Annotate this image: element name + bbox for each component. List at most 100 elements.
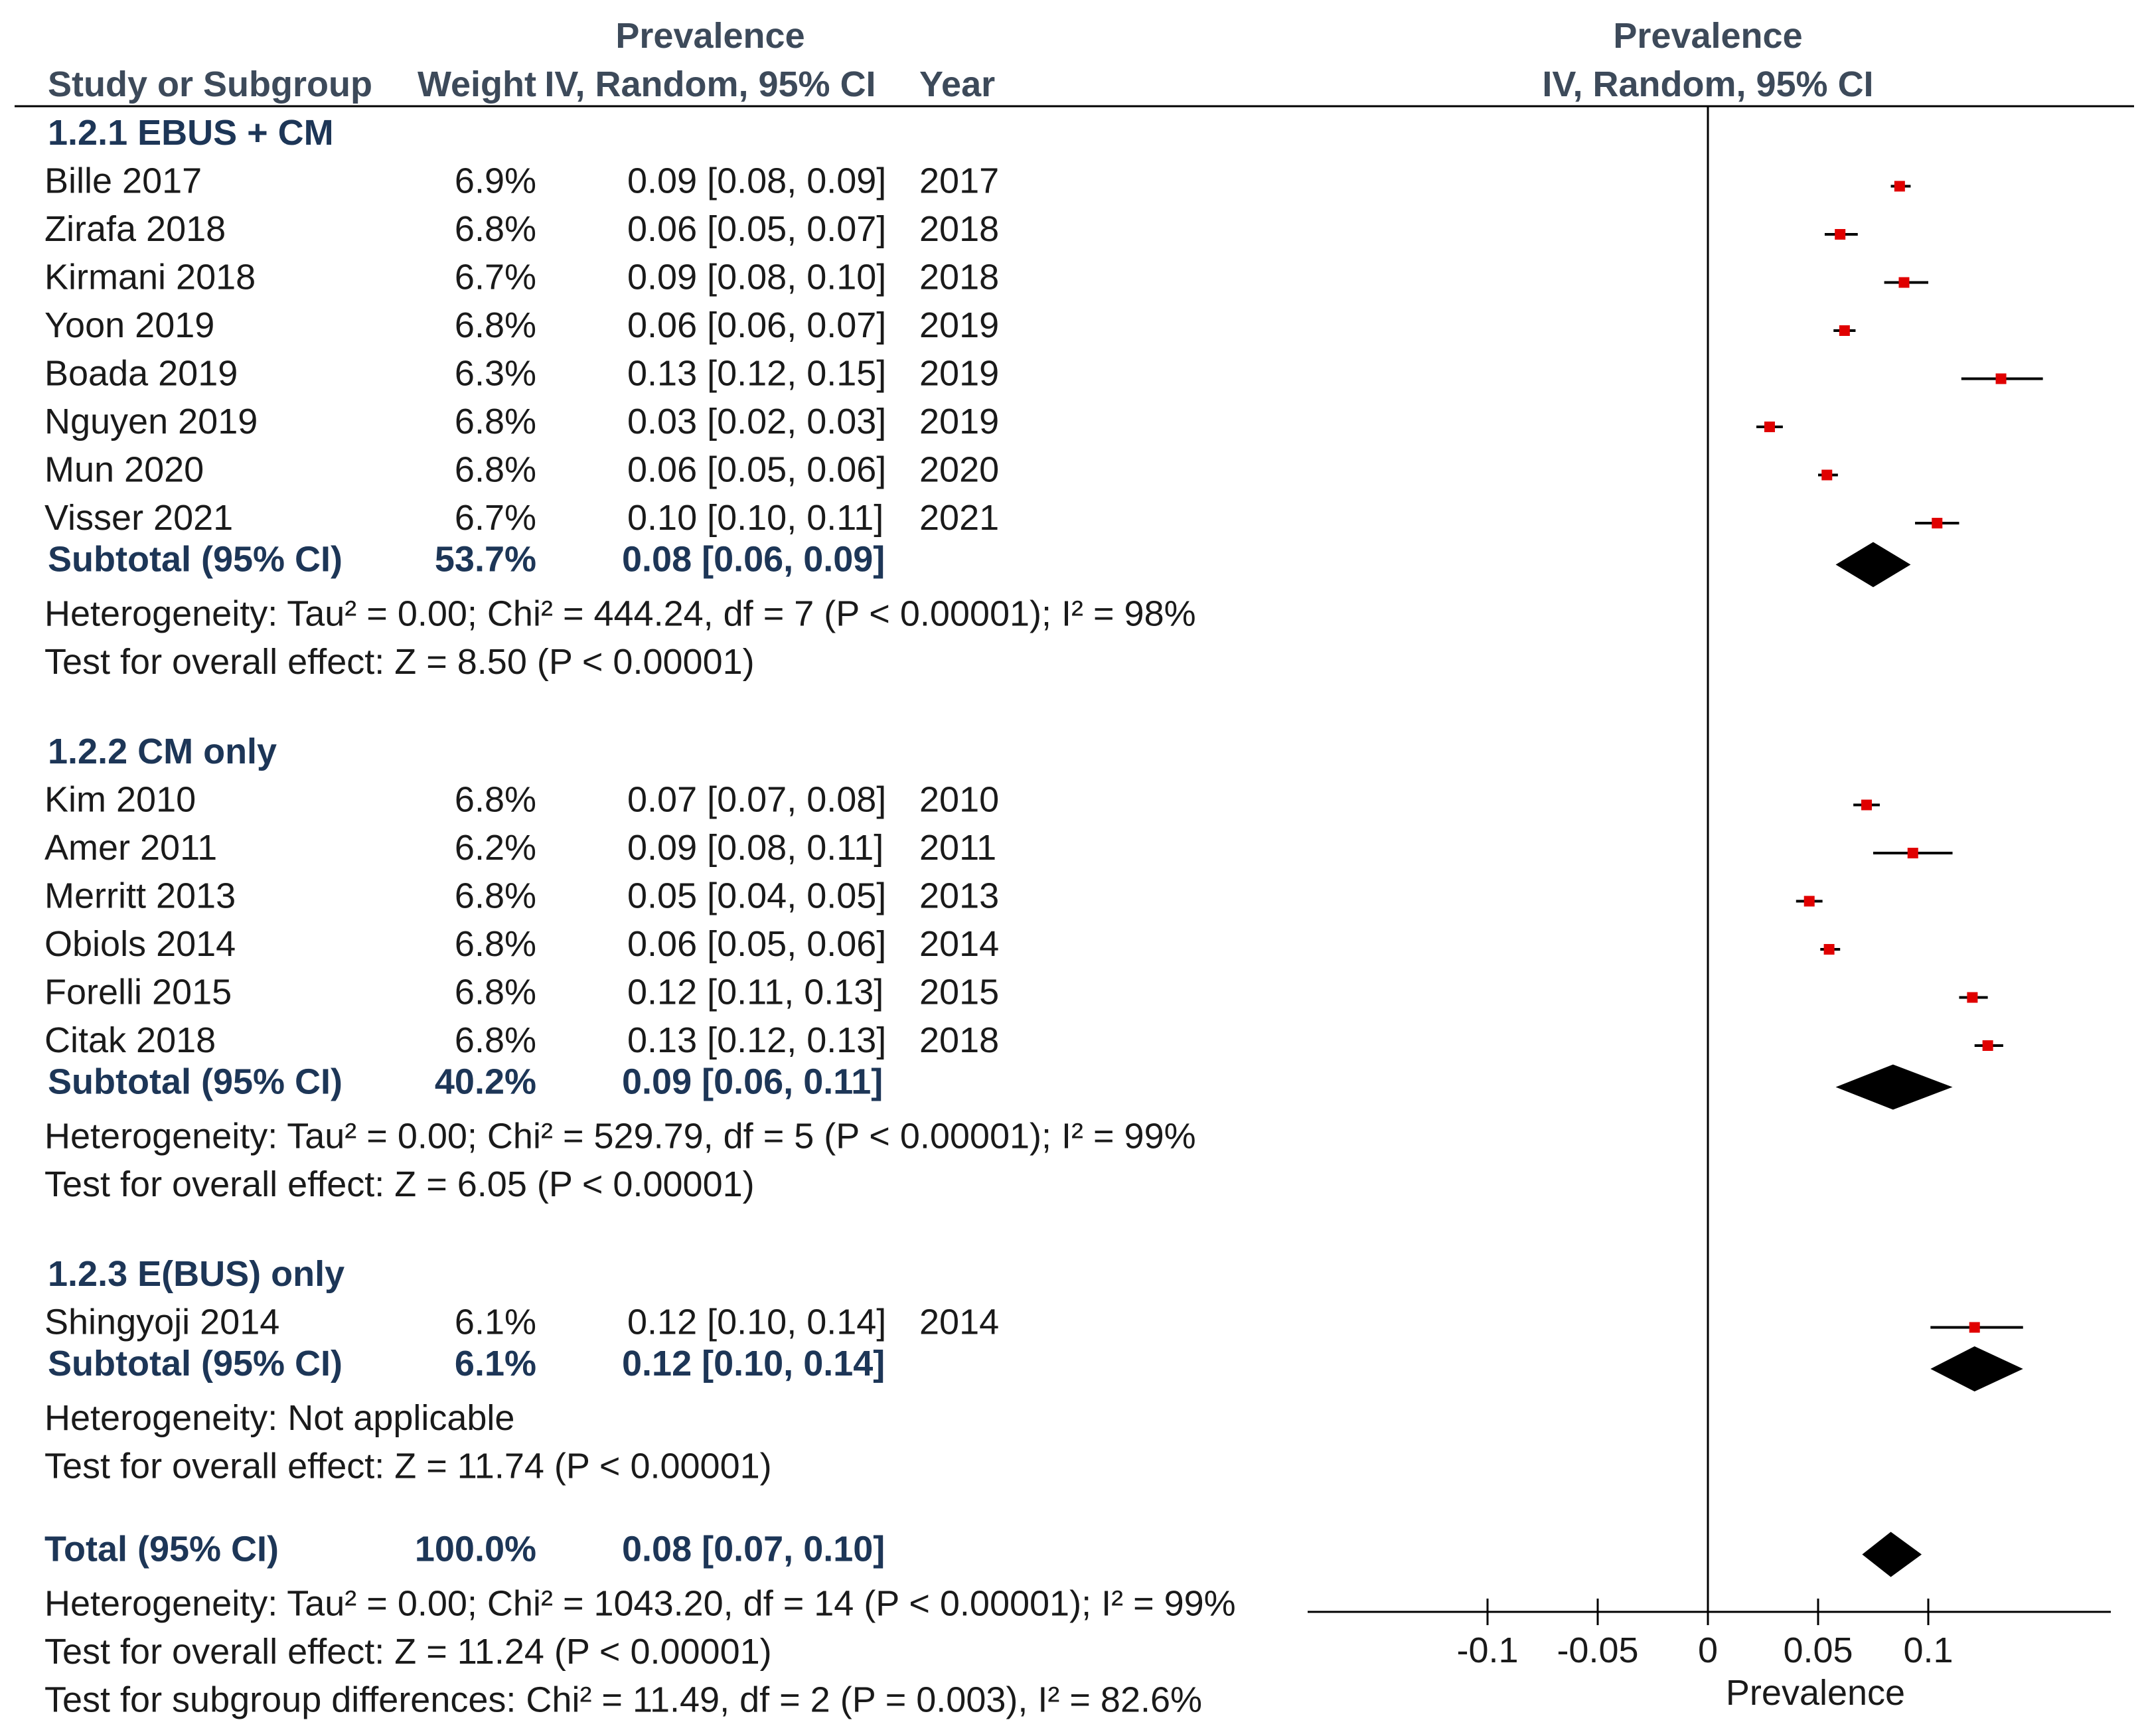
study-name: Bille 2017 bbox=[44, 161, 202, 201]
study-name: Citak 2018 bbox=[44, 1020, 216, 1060]
total-effect-ci: 0.08 [0.07, 0.10] bbox=[622, 1530, 885, 1569]
study-point-marker bbox=[1861, 799, 1873, 811]
study-weight: 6.8% bbox=[455, 450, 536, 490]
study-year: 2017 bbox=[919, 161, 999, 201]
study-effect-ci: 0.12 [0.11, 0.13] bbox=[627, 973, 883, 1012]
study-point-marker bbox=[1803, 896, 1815, 907]
study-name: Obiols 2014 bbox=[44, 924, 236, 964]
x-axis-tick-label: -0.05 bbox=[1557, 1630, 1638, 1670]
study-weight: 6.8% bbox=[455, 876, 536, 916]
plot-column-subheader: IV, Random, 95% CI bbox=[1542, 64, 1873, 104]
subgroup-title: 1.2.3 E(BUS) only bbox=[48, 1254, 345, 1294]
subtotal-label: Subtotal (95% CI) bbox=[48, 1344, 343, 1383]
study-point-marker bbox=[1894, 181, 1905, 192]
study-effect-ci: 0.13 [0.12, 0.15] bbox=[627, 354, 886, 394]
study-name: Shingyoji 2014 bbox=[44, 1302, 279, 1342]
study-effect-ci: 0.09 [0.08, 0.09] bbox=[627, 161, 886, 201]
study-name: Forelli 2015 bbox=[44, 973, 232, 1012]
study-point-marker bbox=[1835, 229, 1846, 240]
study-name: Kim 2010 bbox=[44, 780, 196, 820]
subtotal-weight: 40.2% bbox=[435, 1062, 536, 1102]
study-point-marker bbox=[1982, 1040, 1993, 1051]
study-point-marker bbox=[1839, 325, 1850, 336]
study-year: 2018 bbox=[919, 209, 999, 249]
overall-effect-test-text: Test for overall effect: Z = 8.50 (P < 0… bbox=[44, 642, 755, 682]
x-axis-tick-label: 0.05 bbox=[1783, 1630, 1853, 1670]
study-effect-ci: 0.03 [0.02, 0.03] bbox=[627, 402, 886, 441]
study-name: Boada 2019 bbox=[44, 354, 238, 394]
x-axis-tick-label: 0.1 bbox=[1903, 1630, 1953, 1670]
study-name: Mun 2020 bbox=[44, 450, 204, 490]
x-axis-tick-label: 0 bbox=[1698, 1630, 1718, 1670]
subtotal-effect-ci: 0.12 [0.10, 0.14] bbox=[622, 1344, 885, 1383]
study-name: Kirmani 2018 bbox=[44, 258, 256, 297]
plot-column-title: Prevalence bbox=[1613, 16, 1802, 56]
study-point-marker bbox=[1764, 422, 1775, 432]
subtotal-effect-ci: 0.09 [0.06, 0.11] bbox=[622, 1062, 883, 1102]
heterogeneity-text: Heterogeneity: Tau² = 0.00; Chi² = 529.7… bbox=[44, 1117, 1196, 1156]
study-effect-ci: 0.06 [0.05, 0.07] bbox=[627, 209, 886, 249]
subtotal-diamond bbox=[1835, 1064, 1953, 1110]
year-column-header: Year bbox=[919, 64, 995, 104]
weight-column-header: Weight bbox=[418, 64, 536, 104]
study-weight: 6.2% bbox=[455, 828, 536, 868]
study-year: 2013 bbox=[919, 876, 999, 916]
study-point-marker bbox=[1969, 1322, 1980, 1333]
total-weight: 100.0% bbox=[415, 1530, 536, 1569]
subtotal-weight: 53.7% bbox=[435, 540, 536, 580]
study-year: 2011 bbox=[919, 828, 996, 868]
study-point-marker bbox=[1823, 944, 1835, 955]
study-column-header: Study or Subgroup bbox=[48, 64, 372, 104]
study-year: 2010 bbox=[919, 780, 999, 820]
study-weight: 6.8% bbox=[455, 305, 536, 345]
study-year: 2018 bbox=[919, 1020, 999, 1060]
study-weight: 6.8% bbox=[455, 924, 536, 964]
subtotal-label: Subtotal (95% CI) bbox=[48, 1062, 343, 1102]
subtotal-diamond bbox=[1930, 1346, 2023, 1391]
study-point-marker bbox=[1821, 469, 1833, 481]
x-axis-tick-label: -0.1 bbox=[1456, 1630, 1518, 1670]
subtotal-weight: 6.1% bbox=[455, 1344, 536, 1383]
study-effect-ci: 0.07 [0.07, 0.08] bbox=[627, 780, 886, 820]
study-year: 2019 bbox=[919, 305, 999, 345]
study-point-marker bbox=[1967, 992, 1978, 1003]
total-heterogeneity-text: Heterogeneity: Tau² = 0.00; Chi² = 1043.… bbox=[44, 1584, 1236, 1624]
x-axis-label: Prevalence bbox=[1726, 1673, 1905, 1713]
total-overall-effect-test-text: Test for overall effect: Z = 11.24 (P < … bbox=[44, 1632, 772, 1672]
study-effect-ci: 0.13 [0.12, 0.13] bbox=[627, 1020, 886, 1060]
study-name: Zirafa 2018 bbox=[44, 209, 226, 249]
study-weight: 6.8% bbox=[455, 973, 536, 1012]
study-weight: 6.7% bbox=[455, 258, 536, 297]
subtotal-effect-ci: 0.08 [0.06, 0.09] bbox=[622, 540, 885, 580]
total-diamond bbox=[1862, 1532, 1922, 1577]
overall-effect-test-text: Test for overall effect: Z = 6.05 (P < 0… bbox=[44, 1164, 755, 1204]
study-point-marker bbox=[1907, 848, 1918, 858]
study-year: 2019 bbox=[919, 402, 999, 441]
study-weight: 6.8% bbox=[455, 780, 536, 820]
study-weight: 6.8% bbox=[455, 209, 536, 249]
effect-column-header: IV, Random, 95% CI bbox=[544, 64, 876, 104]
study-year: 2021 bbox=[919, 498, 999, 538]
study-effect-ci: 0.06 [0.05, 0.06] bbox=[627, 450, 886, 490]
overall-effect-test-text: Test for overall effect: Z = 11.74 (P < … bbox=[44, 1447, 772, 1486]
study-effect-ci: 0.10 [0.10, 0.11] bbox=[627, 498, 883, 538]
study-year: 2015 bbox=[919, 973, 999, 1012]
study-year: 2019 bbox=[919, 354, 999, 394]
study-year: 2018 bbox=[919, 258, 999, 297]
study-weight: 6.8% bbox=[455, 402, 536, 441]
subgroup-differences-test-text: Test for subgroup differences: Chi² = 11… bbox=[44, 1680, 1202, 1720]
study-name: Amer 2011 bbox=[44, 828, 217, 868]
study-effect-ci: 0.09 [0.08, 0.10] bbox=[627, 258, 886, 297]
study-weight: 6.3% bbox=[455, 354, 536, 394]
study-weight: 6.8% bbox=[455, 1020, 536, 1060]
study-effect-ci: 0.06 [0.06, 0.07] bbox=[627, 305, 886, 345]
study-name: Merritt 2013 bbox=[44, 876, 236, 916]
study-point-marker bbox=[1932, 518, 1943, 528]
study-effect-ci: 0.09 [0.08, 0.11] bbox=[627, 828, 883, 868]
study-year: 2014 bbox=[919, 924, 999, 964]
subgroup-title: 1.2.2 CM only bbox=[48, 732, 277, 771]
study-point-marker bbox=[1898, 277, 1910, 288]
study-effect-ci: 0.05 [0.04, 0.05] bbox=[627, 876, 886, 916]
study-effect-ci: 0.12 [0.10, 0.14] bbox=[627, 1302, 886, 1342]
